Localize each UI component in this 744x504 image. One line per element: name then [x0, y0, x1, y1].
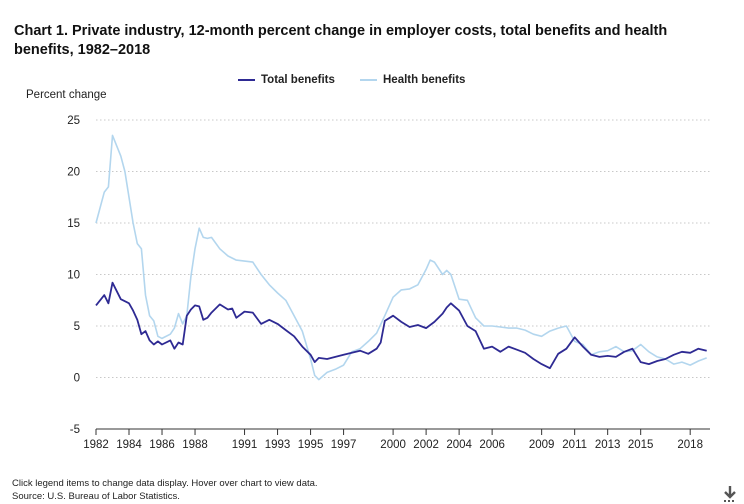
y-tick-label: 25	[67, 115, 80, 127]
x-tick-label: 2000	[380, 439, 406, 451]
y-tick-label: -5	[70, 424, 80, 436]
legend: Total benefits Health benefits	[0, 74, 744, 94]
x-tick-label: 2006	[479, 439, 505, 451]
x-tick-label: 1984	[116, 439, 142, 451]
source-note: Source: U.S. Bureau of Labor Statistics.	[12, 491, 180, 502]
x-tick-label: 2013	[595, 439, 621, 451]
series-lines	[95, 134, 707, 381]
legend-label-health-benefits: Health benefits	[383, 74, 466, 86]
legend-item-health-benefits[interactable]: Health benefits	[360, 74, 465, 86]
x-tick-label: 2018	[677, 439, 703, 451]
x-tick-label: 1988	[182, 439, 208, 451]
legend-label-total-benefits: Total benefits	[261, 74, 335, 86]
legend-swatch-total-benefits	[238, 79, 255, 81]
x-tick-label: 2002	[413, 439, 439, 451]
y-tick-label: 15	[67, 218, 80, 230]
x-tick-label: 1997	[331, 439, 357, 451]
x-tick-label: 2015	[628, 439, 654, 451]
y-tick-label: 10	[67, 270, 80, 282]
x-tick-label: 1986	[149, 439, 175, 451]
x-tick-label: 1991	[232, 439, 258, 451]
legend-swatch-health-benefits	[360, 79, 377, 81]
series-line-total-benefits[interactable]	[95, 281, 707, 370]
legend-item-total-benefits[interactable]: Total benefits	[238, 74, 335, 86]
gridlines	[96, 119, 710, 430]
y-axis-ticks: -5 0 5 10 15 20 25	[67, 115, 80, 436]
x-tick-label: 2004	[446, 439, 472, 451]
x-tick-label: 1993	[265, 439, 291, 451]
x-tick-label: 1982	[83, 439, 109, 451]
x-tick-label: 2009	[529, 439, 555, 451]
y-tick-label: 20	[67, 167, 80, 179]
chart-note: Click legend items to change data displa…	[12, 478, 318, 489]
y-axis-label: Percent change	[26, 89, 107, 101]
y-tick-label: 0	[74, 373, 80, 385]
download-arrow-icon[interactable]	[722, 484, 738, 504]
series-line-health-benefits[interactable]	[95, 134, 707, 381]
x-tick-label: 2011	[562, 439, 587, 451]
x-axis: 1982 1984 1986 1988 1991 1993 1995 1997 2000 2002…	[83, 429, 703, 451]
y-tick-label: 5	[74, 321, 80, 333]
line-chart[interactable]: -5 0 5 10 15 20 25 1982 1984 1986 1988 1991 1993 199…	[0, 0, 744, 478]
chart-title: Chart 1. Private industry, 12-month perc…	[14, 23, 668, 58]
x-tick-label: 1995	[298, 439, 324, 451]
